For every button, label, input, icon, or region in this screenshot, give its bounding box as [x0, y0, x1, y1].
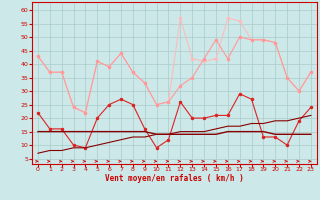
X-axis label: Vent moyen/en rafales ( km/h ): Vent moyen/en rafales ( km/h ) [105, 174, 244, 183]
